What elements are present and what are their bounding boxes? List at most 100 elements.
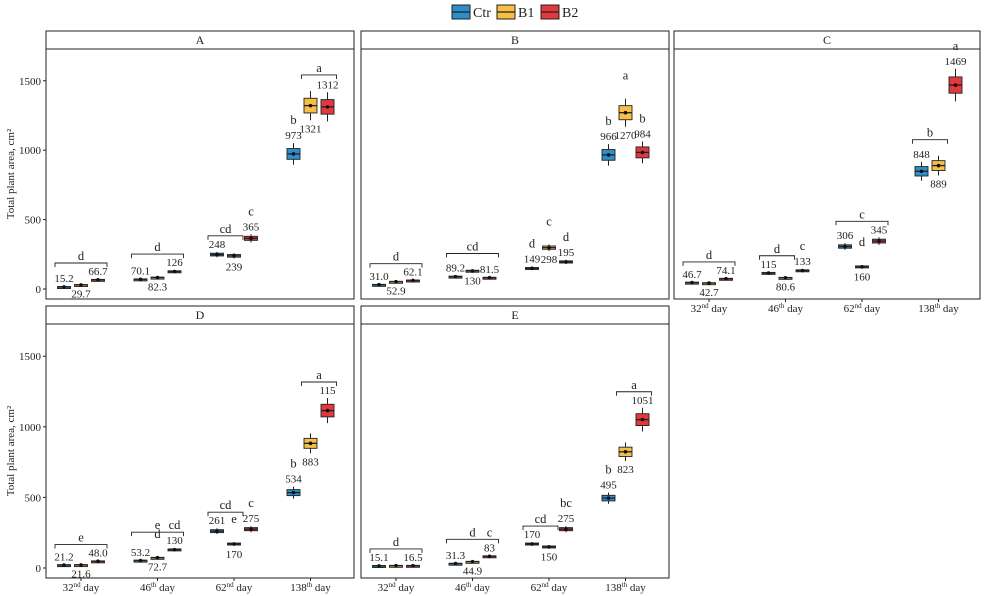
box-mean-point <box>564 527 568 531</box>
significance-group: c <box>800 239 806 253</box>
value-label: 306 <box>837 230 854 242</box>
box-mean-point <box>547 545 551 549</box>
value-label: 298 <box>541 254 558 266</box>
significance-group: e <box>231 512 237 526</box>
box-mean-point <box>919 169 924 174</box>
box-mean-point <box>394 563 398 568</box>
box-ctr: 70.1 <box>131 265 150 282</box>
significance-group: cd <box>446 240 499 258</box>
box-mean-point <box>291 490 296 495</box>
significance-letter: b <box>605 114 611 128</box>
value-label: 42.7 <box>699 287 719 299</box>
box-mean-point <box>308 103 313 108</box>
value-label: 130 <box>464 275 481 287</box>
box-b1: 298 <box>541 244 558 266</box>
box-ctr: 46.7 <box>682 269 702 285</box>
y-tick-label: 500 <box>25 215 42 227</box>
value-label: 44.9 <box>463 565 483 577</box>
box-b2: 984 <box>634 128 651 164</box>
value-label: 29.7 <box>71 289 91 301</box>
panel-title: C <box>823 33 831 47</box>
box-mean-point <box>877 239 881 243</box>
significance-letter: d <box>393 250 400 264</box>
x-tick-rest: day <box>234 582 253 594</box>
x-tick-label: 138th day <box>290 581 331 594</box>
box-b1: 29.7 <box>71 283 91 301</box>
box-b2: 275 <box>558 513 575 533</box>
x-tick-sup: th <box>622 581 628 589</box>
value-label: 1469 <box>945 56 968 68</box>
value-label: 170 <box>524 529 541 541</box>
box-mean-point <box>487 554 492 559</box>
x-tick-sup: nd <box>702 302 710 310</box>
box-b2: 345 <box>871 224 888 245</box>
box-b1: 82.3 <box>148 275 168 293</box>
x-tick-rest: day <box>471 582 490 594</box>
significance-group: a <box>616 378 652 396</box>
value-label: 21.6 <box>71 569 91 581</box>
x-tick-sup: th <box>779 302 785 310</box>
box-mean-point <box>640 417 645 422</box>
box-b1: 1321 <box>300 90 322 135</box>
box-mean-point <box>249 236 253 241</box>
box-mean-point <box>470 269 475 273</box>
box-b2: 130 <box>166 535 183 552</box>
x-tick-label: 62nd day <box>531 581 568 594</box>
significance-group: a <box>623 69 629 83</box>
significance-bracket <box>131 253 184 259</box>
significance-letter: bc <box>560 496 572 510</box>
significance-bracket <box>54 544 108 549</box>
value-label: 62.1 <box>403 267 422 279</box>
panel-area <box>45 48 355 300</box>
significance-group: a <box>301 368 337 386</box>
y-tick-label: 500 <box>25 492 42 504</box>
x-tick-rest: day <box>156 582 175 594</box>
value-label: 195 <box>558 247 575 259</box>
significance-bracket <box>301 381 337 386</box>
value-label: 72.7 <box>148 562 168 574</box>
value-label: 21.2 <box>54 551 73 563</box>
value-label: 889 <box>930 178 947 190</box>
x-tick-num: 32 <box>63 582 74 594</box>
significance-group: d <box>54 249 108 267</box>
value-label: 53.2 <box>131 547 150 559</box>
significance-group: d <box>563 230 570 244</box>
x-tick-rest: day <box>81 582 100 594</box>
box-ctr: 15.1 <box>369 552 389 568</box>
panel-area <box>673 48 981 300</box>
significance-group: cd <box>207 498 244 517</box>
significance-bracket <box>369 263 423 268</box>
significance-group: cd <box>207 222 244 240</box>
box-mean-point <box>377 564 381 568</box>
box-mean-point <box>411 563 415 568</box>
significance-group: d <box>154 527 161 541</box>
box-ctr: 848 <box>913 149 930 181</box>
x-tick-rest: day <box>784 303 803 315</box>
significance-group: cd <box>522 512 559 531</box>
box-b1: 42.7 <box>699 281 719 299</box>
x-tick-sup: nd <box>389 581 397 589</box>
legend-key-ctr: Ctr <box>451 4 491 21</box>
value-label: 15.1 <box>369 552 388 564</box>
box-ctr: 973 <box>285 130 302 165</box>
significance-bracket <box>301 74 337 79</box>
box-ctr: 248 <box>209 239 226 258</box>
significance-bracket <box>522 525 559 531</box>
legend-label: B1 <box>518 6 534 21</box>
y-axis-title: Total plant area, cm² <box>5 405 17 496</box>
panel-title: A <box>196 33 205 47</box>
box-mean-point <box>96 559 100 564</box>
significance-letter: a <box>623 69 629 83</box>
box-b1: 72.7 <box>148 555 168 574</box>
value-label: 130 <box>166 535 183 547</box>
value-label: 150 <box>541 552 558 564</box>
box-mean-point <box>606 153 611 157</box>
significance-group: d <box>131 240 184 259</box>
legend-label: B2 <box>562 6 578 21</box>
significance-letter: a <box>953 39 959 53</box>
value-label: 848 <box>913 149 930 161</box>
x-tick-sup: nd <box>74 581 82 589</box>
box-b1: 150 <box>541 545 558 564</box>
significance-group: d <box>446 525 499 544</box>
value-label: 89.2 <box>446 263 465 275</box>
